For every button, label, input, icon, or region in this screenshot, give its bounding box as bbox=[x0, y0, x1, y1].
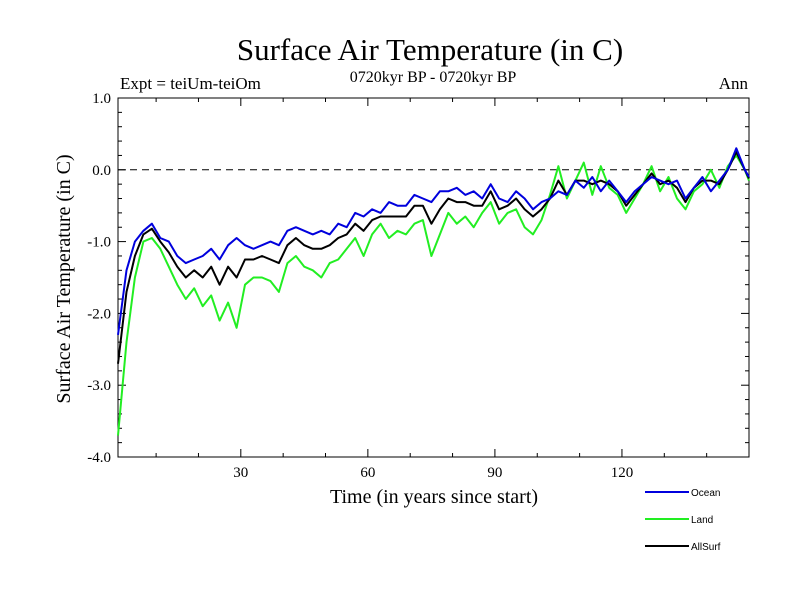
legend-label-ocean: Ocean bbox=[691, 488, 720, 499]
series-line-ocean bbox=[117, 147, 750, 336]
plot-frame bbox=[117, 97, 750, 458]
x-tick-label: 60 bbox=[360, 465, 375, 481]
chart-subtitle: 0720kyr BP - 0720kyr BP bbox=[350, 69, 517, 86]
chart-title: Surface Air Temperature (in C) bbox=[237, 32, 623, 67]
y-tick-label: -3.0 bbox=[87, 378, 111, 394]
axes: 1.0 0.0 -1.0 -2.0 -3.0 -4.0 30 60 90 120 bbox=[87, 91, 750, 481]
y-tick-label: 1.0 bbox=[92, 91, 111, 107]
x-tick-label: 90 bbox=[487, 465, 502, 481]
y-tick-label: -2.0 bbox=[87, 306, 111, 322]
y-axis-label: Surface Air Temperature (in C) bbox=[53, 154, 75, 403]
experiment-label: Expt = teiUm-teiOm bbox=[120, 74, 261, 93]
x-tick-label: 30 bbox=[233, 465, 248, 481]
series-group bbox=[117, 147, 750, 436]
legend-label-allsurf: AllSurf bbox=[691, 542, 721, 553]
y-tick-label: 0.0 bbox=[92, 163, 111, 179]
period-label: Ann bbox=[719, 74, 749, 93]
series-line-land bbox=[117, 154, 750, 436]
legend-label-land: Land bbox=[691, 515, 713, 526]
x-axis-label: Time (in years since start) bbox=[330, 486, 538, 508]
y-tick-label: -4.0 bbox=[87, 450, 111, 466]
x-tick-label: 120 bbox=[611, 465, 634, 481]
series-line-allsurf bbox=[117, 150, 750, 364]
legend: Ocean Land AllSurf bbox=[645, 488, 721, 553]
y-tick-label: -1.0 bbox=[87, 235, 111, 251]
